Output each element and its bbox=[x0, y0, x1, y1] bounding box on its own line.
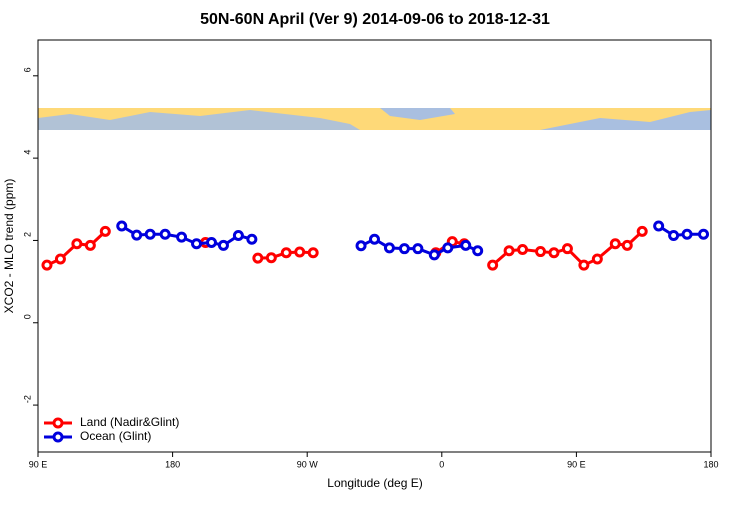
data-point bbox=[535, 246, 547, 258]
y-tick-label: 2 bbox=[22, 232, 32, 237]
data-point bbox=[307, 247, 319, 259]
data-point bbox=[41, 259, 53, 271]
y-tick-label: 4 bbox=[22, 150, 32, 155]
chart-title: 50N-60N April (Ver 9) 2014-09-06 to 2018… bbox=[200, 11, 550, 28]
x-tick-label: 180 bbox=[703, 459, 718, 469]
data-point bbox=[609, 238, 621, 250]
data-point bbox=[460, 239, 472, 251]
y-tick-label: 6 bbox=[22, 67, 32, 72]
data-point bbox=[383, 242, 395, 254]
x-axis-label: Longitude (deg E) bbox=[327, 476, 422, 490]
data-point bbox=[144, 228, 156, 240]
data-point bbox=[487, 259, 499, 271]
legend-marker bbox=[52, 431, 64, 443]
data-point bbox=[621, 239, 633, 251]
map-band bbox=[38, 108, 711, 130]
data-point bbox=[205, 237, 217, 249]
plot-frame bbox=[37, 39, 712, 453]
data-point bbox=[159, 228, 171, 240]
data-point bbox=[591, 253, 603, 265]
legend-marker bbox=[52, 417, 64, 429]
data-point bbox=[561, 243, 573, 255]
data-point bbox=[548, 247, 560, 259]
data-point bbox=[681, 228, 693, 240]
data-point bbox=[398, 243, 410, 255]
data-point bbox=[355, 240, 367, 252]
data-point bbox=[578, 259, 590, 271]
x-tick-label: 90 E bbox=[567, 459, 586, 469]
y-tick-label: -2 bbox=[22, 395, 32, 403]
y-tick-label: 0 bbox=[22, 314, 32, 319]
data-point bbox=[176, 231, 188, 243]
data-point bbox=[71, 238, 83, 250]
data-point bbox=[84, 239, 96, 251]
data-point bbox=[698, 228, 710, 240]
data-point bbox=[653, 220, 665, 232]
legend-label: Ocean (Glint) bbox=[80, 429, 151, 443]
data-point bbox=[503, 245, 515, 257]
data-point bbox=[668, 230, 680, 242]
data-point bbox=[517, 243, 529, 255]
x-tick-label: 90 W bbox=[297, 459, 319, 469]
data-point bbox=[99, 225, 111, 237]
data-point bbox=[191, 238, 203, 250]
data-point bbox=[265, 252, 277, 264]
legend-label: Land (Nadir&Glint) bbox=[80, 415, 179, 429]
data-point bbox=[116, 220, 128, 232]
data-point bbox=[472, 245, 484, 257]
data-point bbox=[217, 239, 229, 251]
data-point bbox=[369, 233, 380, 245]
data-point bbox=[246, 233, 258, 245]
data-point bbox=[232, 230, 244, 242]
data-point bbox=[442, 242, 454, 254]
data-point bbox=[131, 229, 143, 241]
data-point bbox=[428, 249, 440, 261]
data-point bbox=[54, 253, 66, 265]
data-point bbox=[636, 225, 648, 237]
data-point bbox=[252, 252, 264, 264]
x-tick-label: 0 bbox=[439, 459, 444, 469]
x-tick-label: 180 bbox=[165, 459, 180, 469]
data-point bbox=[412, 243, 424, 255]
y-axis-label: XCO2 - MLO trend (ppm) bbox=[2, 179, 16, 314]
data-point bbox=[280, 247, 292, 259]
x-tick-label: 90 E bbox=[29, 459, 48, 469]
data-point bbox=[294, 246, 306, 258]
